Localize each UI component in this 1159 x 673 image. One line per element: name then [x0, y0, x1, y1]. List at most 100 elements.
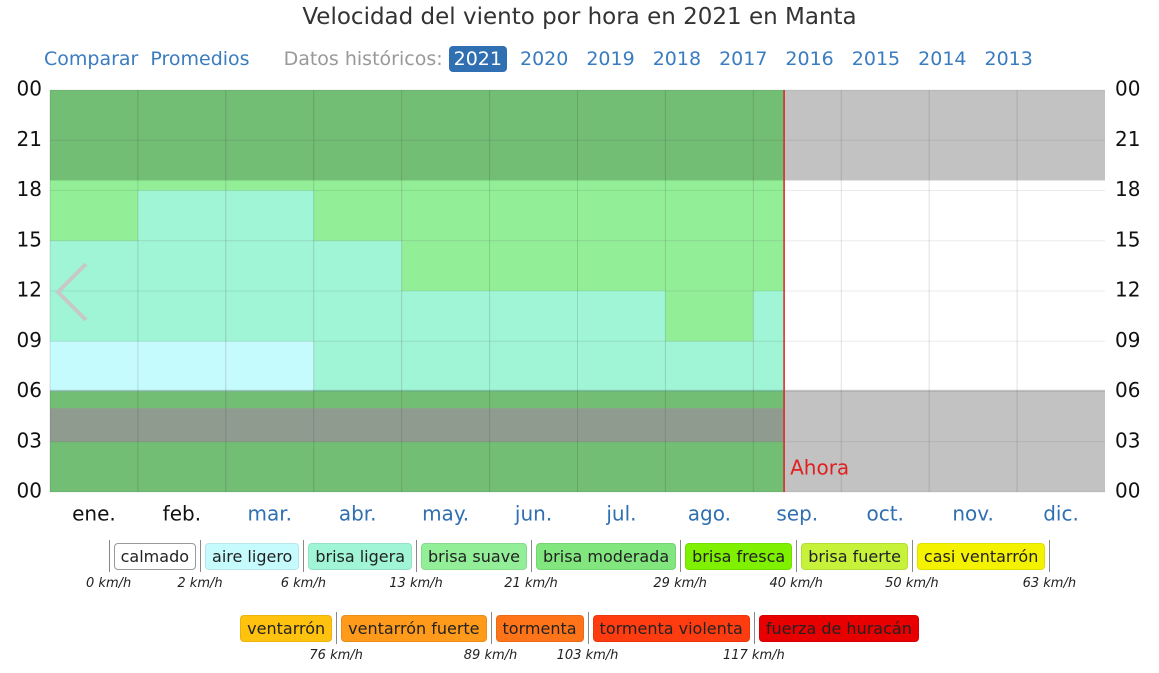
- year-link[interactable]: 2016: [785, 48, 834, 70]
- heat-cell: [50, 140, 138, 191]
- y-tick-label: 00: [17, 479, 42, 503]
- heat-cell: [753, 341, 785, 392]
- x-tick-label: nov.: [952, 502, 994, 526]
- year-link[interactable]: 2017: [719, 48, 768, 70]
- legend-separator: 21 km/h: [504, 540, 558, 591]
- heat-cell: [753, 391, 785, 409]
- legend-item: calmado: [113, 543, 197, 570]
- heat-cell: [753, 291, 785, 342]
- heat-cell: [225, 441, 314, 492]
- heat-cell: [50, 391, 138, 409]
- legend-separator: 13 km/h: [389, 540, 443, 591]
- prev-arrow[interactable]: [55, 262, 88, 322]
- legend-separator: 29 km/h: [653, 540, 707, 591]
- heat-cell: [489, 190, 578, 241]
- year-link[interactable]: 2013: [984, 48, 1033, 70]
- legend-item: tormenta violenta: [592, 615, 750, 642]
- heat-cell: [753, 140, 785, 191]
- threshold-label: 2 km/h: [177, 576, 223, 591]
- heat-cell: [489, 441, 578, 492]
- heat-cell: [665, 140, 754, 191]
- y-tick-label: 15: [1115, 227, 1140, 251]
- heat-cell: [665, 341, 754, 392]
- legend-item: tormenta: [495, 615, 584, 642]
- x-tick-label: dic.: [1043, 502, 1079, 526]
- heat-cell: [313, 391, 402, 409]
- heat-cell: [489, 341, 578, 392]
- heat-cell: [225, 341, 314, 392]
- year-link[interactable]: 2020: [519, 48, 569, 70]
- heat-cell: [137, 341, 226, 392]
- now-label: Ahora: [790, 456, 849, 480]
- heat-cell: [401, 441, 490, 492]
- heat-cell: [313, 291, 402, 342]
- heat-cell: [401, 240, 490, 291]
- night-shade: [50, 90, 785, 181]
- heat-cell: [137, 391, 226, 409]
- future-night: [784, 389, 1105, 492]
- future-night: [784, 90, 1105, 181]
- heat-cell: [577, 240, 666, 291]
- heat-cell: [137, 291, 226, 342]
- year-link[interactable]: 2015: [851, 48, 901, 70]
- threshold-label: 63 km/h: [1022, 576, 1077, 591]
- legend-separator: 103 km/h: [557, 612, 618, 663]
- x-tick-label: feb.: [163, 502, 201, 526]
- y-tick-label: 12: [1115, 278, 1140, 302]
- legend-separator: 50 km/h: [885, 540, 939, 591]
- legend-item: ventarrón fuerte: [341, 615, 487, 642]
- year-link[interactable]: 2019: [586, 48, 635, 70]
- y-tick-label: 00: [1115, 479, 1140, 503]
- heat-cell: [489, 240, 578, 291]
- y-tick-label: 06: [17, 378, 42, 402]
- y-tick-label: 03: [1115, 428, 1140, 452]
- heat-cell: [401, 341, 490, 392]
- heat-cell: [225, 240, 314, 291]
- heat-cell: [50, 90, 138, 141]
- heat-cell: [137, 90, 226, 141]
- year-link[interactable]: 2014: [918, 48, 967, 70]
- heat-cell: [401, 391, 490, 409]
- legend-separator: 6 km/h: [281, 540, 326, 591]
- legend-separator: 89 km/h: [464, 612, 517, 663]
- heat-cell: [225, 391, 314, 409]
- legend-item: brisa ligera: [308, 543, 413, 570]
- threshold-label: 0 km/h: [86, 576, 132, 591]
- threshold-label: 103 km/h: [556, 648, 619, 663]
- heat-cell: [225, 190, 314, 241]
- nav-link[interactable]: Comparar: [44, 48, 139, 70]
- y-tick-label: 06: [1115, 378, 1140, 402]
- heat-cell: [50, 341, 138, 392]
- y-tick-label: 15: [17, 227, 42, 251]
- heat-cell: [50, 240, 138, 291]
- heat-cell: [401, 90, 490, 141]
- x-tick-label: abr.: [339, 502, 377, 526]
- threshold-label: 117 km/h: [722, 648, 785, 663]
- x-tick-label: ene.: [72, 502, 116, 526]
- heat-cell: [50, 190, 138, 241]
- legend-separator: 117 km/h: [723, 612, 785, 663]
- heat-cell: [665, 441, 754, 492]
- heat-cell: [401, 190, 490, 241]
- heat-cell: [665, 90, 754, 141]
- nav-link[interactable]: Promedios: [150, 48, 250, 70]
- year-link[interactable]: 2018: [652, 48, 702, 70]
- x-tick-label: mar.: [248, 502, 292, 526]
- y-tick-label: 09: [1115, 328, 1140, 352]
- threshold-label: 21 km/h: [504, 576, 558, 591]
- y-tick-label: 12: [17, 278, 42, 302]
- x-tick-label: may.: [422, 502, 469, 526]
- threshold-label: 50 km/h: [885, 576, 939, 591]
- legend-separator: 0 km/h: [86, 540, 131, 591]
- heat-cell: [577, 391, 666, 409]
- heat-cell: [753, 240, 785, 291]
- heat-cell: [489, 140, 578, 191]
- y-tick-label: 21: [1115, 127, 1140, 151]
- y-tick-label: 21: [17, 127, 42, 151]
- heat-cell: [401, 140, 490, 191]
- heat-cell: [665, 291, 754, 342]
- x-tick-label: jul.: [605, 502, 636, 526]
- year-link[interactable]: 2021: [448, 46, 507, 72]
- threshold-label: 40 km/h: [769, 576, 823, 591]
